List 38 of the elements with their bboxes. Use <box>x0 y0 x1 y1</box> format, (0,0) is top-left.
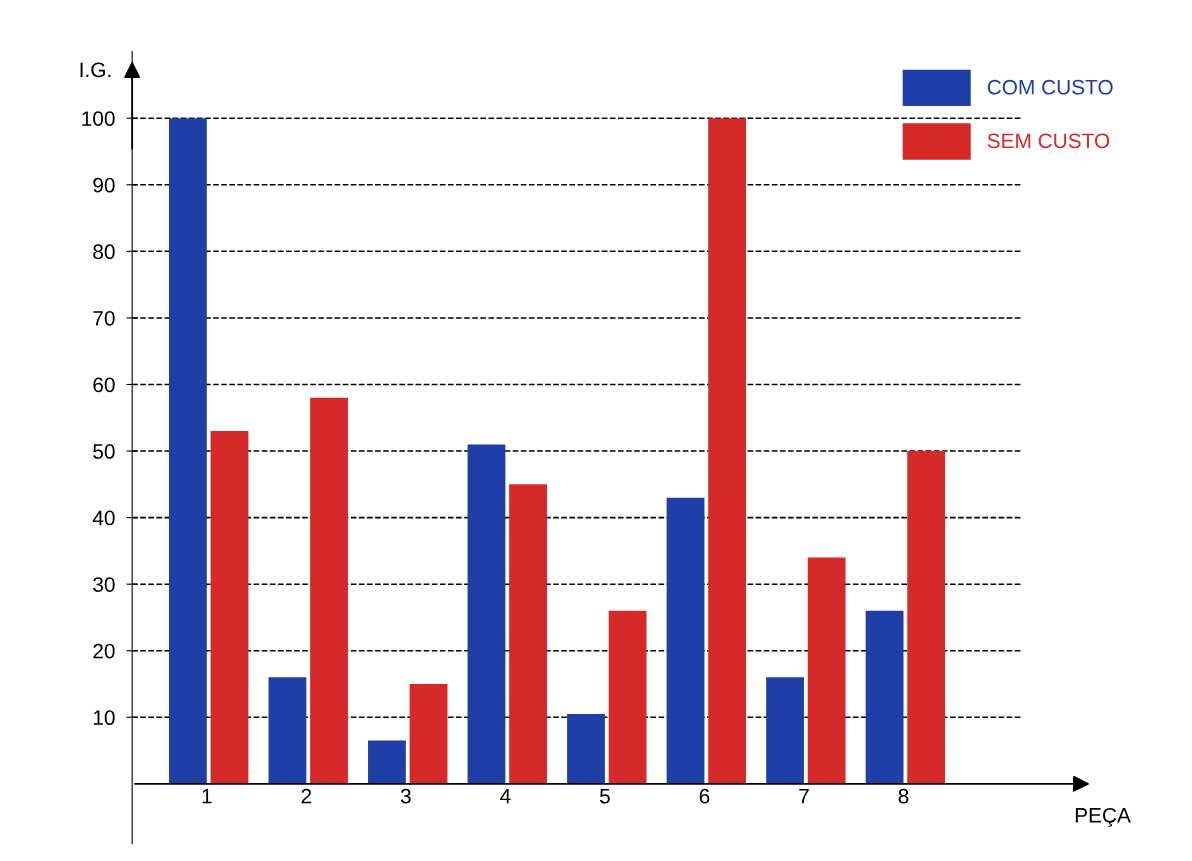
x-tick-label: 4 <box>500 788 511 804</box>
bar <box>608 610 647 784</box>
x-tick-label: 6 <box>699 788 710 804</box>
bar <box>467 444 506 784</box>
legend-label: COM CUSTO <box>987 79 1113 95</box>
y-tick-label: 60 <box>93 377 115 393</box>
x-tick-label: 3 <box>400 788 411 804</box>
legend-label: SEM CUSTO <box>987 133 1110 149</box>
bar <box>310 397 348 784</box>
bar <box>509 484 547 784</box>
y-tick-label: 50 <box>93 444 115 459</box>
y-tick-label: 80 <box>93 244 115 260</box>
y-tick-label: 20 <box>93 643 115 659</box>
bar <box>766 677 804 784</box>
bar <box>368 740 406 784</box>
y-tick-label: 70 <box>93 310 115 326</box>
x-tick-label: 2 <box>301 788 312 804</box>
bar <box>708 118 747 784</box>
bar <box>567 713 605 784</box>
x-tick-label: 8 <box>898 788 909 804</box>
y-tick-label: 10 <box>93 710 115 726</box>
bar <box>409 684 448 784</box>
y-tick-label: 100 <box>82 111 115 126</box>
bar <box>168 118 207 784</box>
bar <box>268 677 307 784</box>
y-tick-label: 90 <box>93 177 115 193</box>
y-axis-title: I.G. <box>80 62 111 78</box>
bar <box>907 451 946 784</box>
x-tick-label: 1 <box>202 788 212 804</box>
y-tick-label: 40 <box>92 510 115 526</box>
x-tick-label: 7 <box>799 788 809 804</box>
bar <box>807 557 846 784</box>
y-tick-label: 30 <box>93 577 115 592</box>
bar <box>666 497 705 784</box>
x-tick-label: 5 <box>599 788 610 804</box>
x-axis-title: PEÇA <box>1075 807 1131 827</box>
bar <box>865 610 904 784</box>
bar <box>210 431 249 784</box>
